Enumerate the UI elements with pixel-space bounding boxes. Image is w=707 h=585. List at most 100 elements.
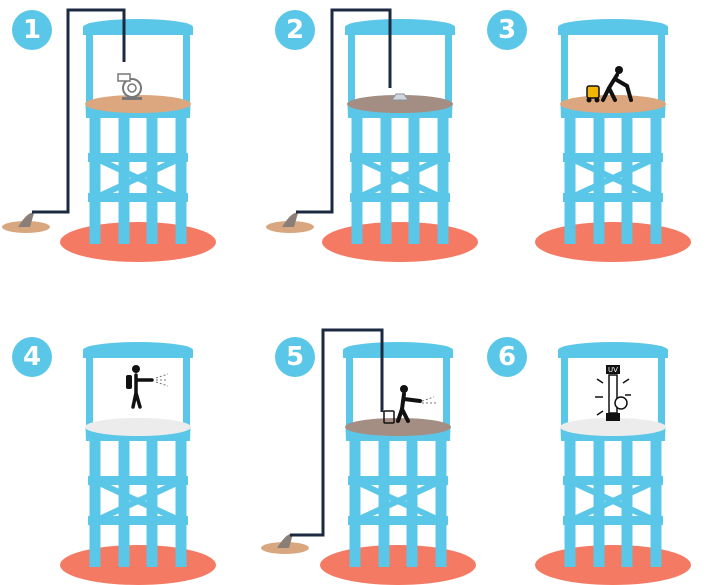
ground-shadow [60,222,216,262]
water-outflow [282,212,298,227]
tower-leg [621,441,633,567]
tank-floor [347,95,453,113]
step-4-spray [60,342,216,585]
worker-body [396,392,422,423]
tower-brace [88,476,188,485]
step-1-pump [2,8,216,262]
step-badge: 6 [487,337,527,377]
bucket [586,85,600,99]
tower-leg [564,118,576,244]
tank-roof-rim [343,350,453,358]
tower-leg [175,118,187,244]
ground-shadow [60,545,216,585]
tank-roof-rim [83,350,193,358]
tank-roof-rim [558,27,668,35]
uv-ray [596,410,604,416]
tower-brace [93,478,183,524]
ground-shadow [535,222,691,262]
tower-leg [406,441,418,567]
tank-wall [445,28,452,106]
tank-wall [86,28,93,106]
water-outflow [18,212,34,227]
step-number: 3 [497,15,517,45]
tower-leg [89,441,101,567]
tank-floor [560,95,666,113]
tower-brace [348,516,448,525]
tower-leg [89,118,101,244]
step-number: 2 [285,15,305,45]
tower-brace [348,476,448,485]
step-badge: 3 [487,10,527,50]
tower-brace [88,153,188,162]
tower-brace [563,516,663,525]
ground-shadow [322,222,478,262]
tower-leg [118,118,130,244]
tank-roof-rim [345,27,455,35]
worker-body [601,73,633,102]
worker-scrubbing-icon [586,66,633,103]
ground-shadow [535,545,691,585]
tower-leg [593,441,605,567]
tower-leg [593,118,605,244]
tower-leg [435,441,447,567]
vacuum-nozzle-icon [391,93,409,101]
tank-wall [561,351,568,429]
tank-floor [85,95,191,113]
tower-brace [353,478,443,524]
step-badge: 2 [275,10,315,50]
pump-rotor [127,83,137,93]
tower-leg [146,441,158,567]
tower-leg [118,441,130,567]
worker-head [400,385,408,393]
tank-wall [658,351,665,429]
tower-leg [650,441,662,567]
tower-leg [380,118,392,244]
hose [32,8,126,214]
tower-leg [378,441,390,567]
tower-leg [564,441,576,567]
tower-brace [568,155,658,201]
tower-leg [621,118,633,244]
tank-floor [560,418,666,436]
uv-base [606,413,620,421]
tower-brace [350,153,450,162]
tower-brace [93,155,183,201]
tank-wall [86,351,93,429]
tank-wall [658,28,665,106]
worker-pressure-washing-icon [383,385,436,424]
pump-icon [117,73,142,100]
tower-brace [563,193,663,202]
tower-leg [146,118,158,244]
uv-ray [622,378,630,384]
tank-wall [183,28,190,106]
tank-wall [183,351,190,429]
step-number: 5 [285,342,305,372]
tower-leg [408,118,420,244]
tower-brace [355,155,445,201]
pump-outlet [117,73,131,82]
worker-head [615,66,623,74]
pump-stand [122,97,142,100]
uv-label-box [606,365,620,374]
ground-shadow [320,545,476,585]
step-badge: 5 [275,337,315,377]
step-2-vacuum [266,8,478,262]
step-number: 1 [22,15,42,45]
step-3-scrub [535,19,691,262]
tower-leg [175,441,187,567]
tower-leg [351,118,363,244]
tank-wall [561,28,568,106]
nozzle-head [391,93,409,101]
bucket-wheel [586,97,592,103]
step-badge: 1 [12,10,52,50]
worker-body [131,373,154,409]
tower-leg [650,118,662,244]
water-outflow [277,533,293,548]
tower-brace [568,478,658,524]
tower-brace [350,193,450,202]
tank-roof-rim [558,350,668,358]
step-5-pressure-wash [261,328,476,585]
worker-spraying-icon [126,365,169,409]
